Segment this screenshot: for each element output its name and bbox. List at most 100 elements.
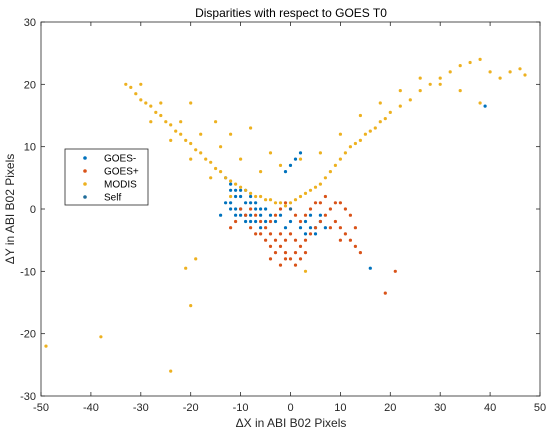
data-point: [149, 104, 153, 108]
series-goes-plus: [229, 194, 397, 295]
data-point: [234, 182, 238, 186]
data-point: [234, 213, 238, 217]
data-point: [353, 141, 357, 146]
data-point: [323, 194, 327, 199]
data-point: [338, 157, 342, 161]
data-point: [174, 129, 178, 133]
data-point: [268, 244, 273, 248]
data-point: [288, 257, 293, 261]
data-point: [303, 238, 308, 242]
data-point: [259, 213, 263, 217]
data-point: [293, 263, 298, 267]
data-point: [139, 82, 143, 86]
x-tick-label: -30: [133, 402, 149, 414]
x-tick-label: 0: [287, 402, 293, 414]
data-point: [478, 101, 482, 105]
data-point: [159, 113, 163, 118]
data-point: [259, 226, 263, 230]
data-point: [278, 232, 283, 236]
x-tick-label: -40: [83, 402, 99, 414]
legend-marker-self: [83, 195, 87, 199]
data-point: [194, 257, 198, 261]
data-point: [303, 232, 308, 236]
data-point: [313, 201, 318, 205]
data-point: [438, 82, 442, 86]
data-point: [254, 201, 258, 205]
data-point: [179, 132, 183, 136]
data-point: [398, 104, 402, 108]
legend-label-goes-minus: GOES-: [104, 154, 136, 165]
data-point: [313, 232, 318, 236]
data-point: [338, 201, 342, 205]
data-point: [273, 251, 278, 255]
data-point: [273, 213, 278, 217]
data-point: [273, 219, 278, 224]
data-point: [254, 232, 258, 236]
legend: GOES- GOES+ MODIS Self: [64, 148, 149, 206]
data-point: [298, 257, 303, 261]
data-point: [288, 232, 293, 236]
y-tick-label: 20: [24, 79, 36, 91]
data-point: [298, 226, 303, 230]
data-point: [209, 176, 213, 180]
data-point: [343, 232, 347, 236]
data-point: [358, 251, 362, 255]
data-point: [169, 369, 173, 373]
legend-label-modis: MODIS: [104, 180, 137, 191]
data-point: [283, 201, 288, 205]
data-points: [44, 57, 527, 373]
data-point: [408, 98, 412, 102]
data-point: [523, 73, 527, 77]
data-point: [458, 89, 462, 93]
data-point: [259, 232, 263, 236]
data-point: [139, 98, 143, 102]
data-point: [244, 213, 248, 217]
data-point: [333, 201, 337, 205]
data-point: [229, 207, 233, 211]
y-tick-label: -10: [20, 266, 36, 278]
y-tick-label: 0: [30, 204, 36, 216]
data-point: [298, 151, 303, 155]
x-tick-label: 30: [434, 402, 446, 414]
data-point: [398, 89, 402, 93]
data-point: [268, 257, 273, 261]
x-tick-label: -10: [233, 402, 249, 414]
data-point: [249, 213, 253, 217]
data-point: [308, 188, 313, 192]
data-point: [184, 266, 188, 270]
data-point: [293, 251, 298, 255]
data-point: [328, 170, 332, 174]
data-point: [239, 207, 243, 211]
data-point: [149, 120, 153, 124]
data-point: [468, 60, 472, 65]
data-point: [383, 291, 387, 295]
data-point: [264, 226, 268, 230]
data-point: [264, 238, 268, 242]
data-point: [264, 207, 268, 211]
data-point: [318, 219, 322, 224]
data-point: [293, 213, 298, 217]
data-point: [368, 129, 372, 133]
data-point: [249, 207, 253, 211]
y-tick-label: -30: [20, 391, 36, 403]
data-point: [288, 163, 293, 167]
data-point: [378, 120, 382, 124]
legend-marker-goes-minus: [83, 156, 87, 160]
data-point: [189, 141, 193, 146]
chart-title: Disparities with respect to GOES T0: [195, 6, 387, 20]
data-point: [298, 194, 303, 199]
x-tick-label: 20: [384, 402, 396, 414]
data-point: [194, 148, 198, 152]
data-point: [199, 151, 203, 155]
data-point: [219, 145, 223, 149]
y-axis-ticks: 30 20 10 0 -10 -20 -30: [20, 17, 540, 403]
data-point: [278, 207, 283, 211]
data-point: [254, 213, 258, 217]
data-point: [44, 344, 48, 348]
data-point: [239, 185, 243, 189]
data-point: [239, 194, 243, 199]
data-point: [288, 219, 293, 224]
data-point: [199, 132, 203, 136]
data-point: [318, 201, 322, 205]
data-point: [518, 67, 522, 71]
